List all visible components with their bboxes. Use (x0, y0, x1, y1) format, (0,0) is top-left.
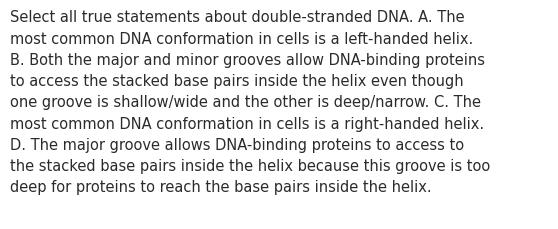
Text: Select all true statements about double-stranded DNA. A. The
most common DNA con: Select all true statements about double-… (10, 10, 490, 194)
